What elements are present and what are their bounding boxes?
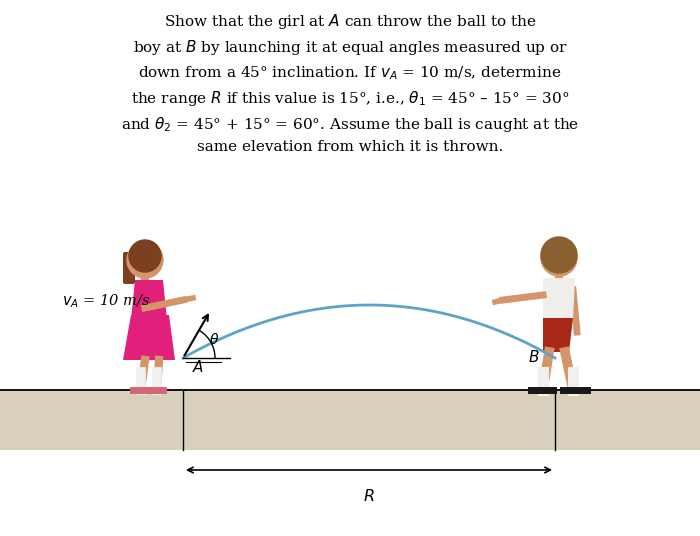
Circle shape — [129, 240, 161, 272]
Text: $\theta$: $\theta$ — [209, 332, 219, 347]
Bar — [0, 390, 700, 450]
Circle shape — [541, 237, 577, 273]
Text: $A$: $A$ — [192, 359, 204, 375]
FancyBboxPatch shape — [123, 252, 135, 284]
Circle shape — [127, 242, 163, 278]
Circle shape — [541, 240, 577, 276]
Text: Show that the girl at $A$ can throw the ball to the
boy at $B$ by launching it a: Show that the girl at $A$ can throw the … — [121, 12, 579, 154]
Text: $R$: $R$ — [363, 488, 374, 505]
Polygon shape — [543, 318, 573, 352]
Text: $B$: $B$ — [528, 349, 540, 365]
Text: $v_A$ = 10 m/s: $v_A$ = 10 m/s — [62, 292, 150, 310]
Polygon shape — [543, 278, 575, 320]
Polygon shape — [131, 280, 167, 320]
Polygon shape — [123, 315, 175, 360]
